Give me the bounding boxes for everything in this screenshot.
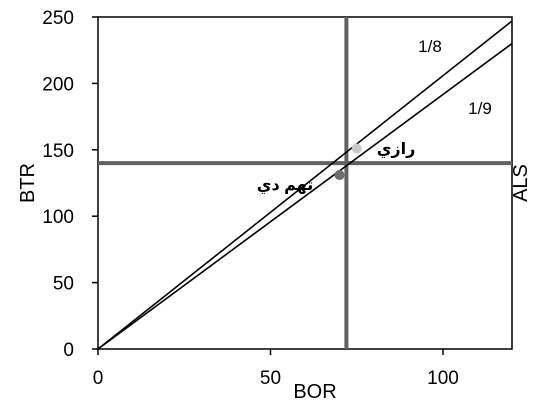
data-point-label-1: رازي [377, 141, 416, 159]
ratio-line-2 [97, 42, 513, 350]
y-axis-title: BTR [17, 163, 39, 203]
y-tick-label: 0 [63, 340, 74, 361]
data-point-1 [351, 143, 362, 154]
data-points: رازي تهم دي [257, 141, 416, 195]
ratio-line-label-2: 1/9 [468, 99, 492, 118]
y-tick-label: 50 [53, 274, 74, 295]
y-tick-label: 150 [42, 141, 74, 162]
secondary-y-axis-title: ALS [510, 164, 532, 202]
y-tick-label: 100 [42, 207, 74, 228]
y-tick-label: 250 [42, 8, 74, 29]
ratio-line-label-1: 1/8 [418, 37, 442, 56]
x-tick-label: 100 [427, 368, 459, 389]
data-point-label-2: تهم دي [257, 177, 313, 195]
ratio-line-1 [97, 20, 513, 350]
x-tick-label: 0 [93, 368, 104, 389]
x-tick-labels: 0 50 100 [93, 368, 459, 389]
x-axis-title: BOR [293, 381, 336, 403]
x-tick-label: 50 [260, 368, 281, 389]
reference-lines [98, 17, 512, 349]
y-tick-labels: 0 50 100 150 200 250 [42, 8, 74, 361]
data-point-2 [334, 170, 345, 181]
y-tick-label: 200 [42, 74, 74, 95]
ratio-lines: 1/8 1/9 [97, 20, 513, 350]
tick-marks [92, 16, 444, 355]
plot-frame [97, 16, 513, 350]
